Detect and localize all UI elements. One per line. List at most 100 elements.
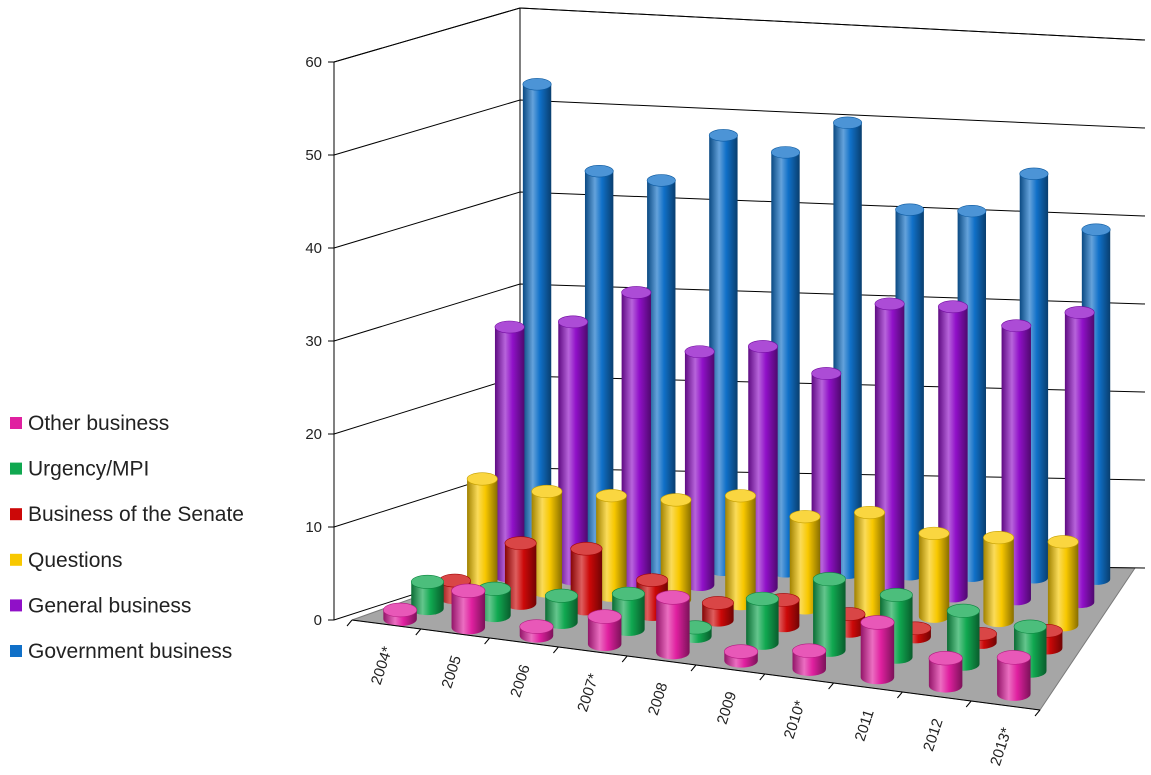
bar (745, 591, 779, 650)
bar-body (504, 543, 537, 610)
bar (854, 505, 886, 619)
bar-top (1047, 535, 1079, 549)
x-tick (690, 664, 697, 672)
bar (621, 286, 652, 589)
bar-body (558, 321, 588, 586)
legend-label: Business of the Senate (28, 503, 244, 526)
bar-body (467, 478, 498, 594)
bar (570, 541, 603, 616)
legend-label: General business (28, 594, 191, 617)
bar-top (770, 146, 800, 159)
legend-swatch (10, 553, 22, 566)
bar (410, 574, 445, 616)
bar-top (504, 536, 537, 550)
y-tick-label: 40 (305, 240, 322, 257)
bar-body (792, 650, 826, 676)
bar (770, 146, 800, 578)
bar-body (918, 533, 950, 623)
bar-body (725, 495, 756, 611)
bar-top (812, 572, 846, 587)
bar-top (792, 643, 827, 658)
bar (701, 596, 734, 627)
bar (584, 165, 614, 574)
bar-body (813, 579, 846, 657)
bar-top (879, 587, 913, 602)
bar (792, 643, 827, 676)
y-tick-label: 60 (305, 54, 322, 71)
gridline (333, 99, 1146, 156)
bar-top (684, 345, 715, 359)
bar-body (411, 581, 444, 616)
legend-swatch (10, 462, 22, 475)
bar-top (747, 340, 778, 353)
x-tick (897, 691, 903, 699)
bar-top (636, 573, 669, 587)
x-tick-label: 2007* (574, 671, 602, 714)
x-tick (553, 646, 559, 654)
bar-top (745, 591, 779, 606)
bar (937, 300, 968, 603)
bar-body (1047, 541, 1079, 632)
y-tick-label: 50 (305, 147, 322, 164)
gridline (333, 7, 1146, 63)
bar (655, 590, 690, 660)
bar (595, 489, 627, 602)
bar-body (621, 292, 652, 589)
bar-top (1019, 167, 1049, 180)
bar-top (655, 590, 690, 605)
x-tick (415, 628, 422, 636)
bar-body (997, 657, 1031, 701)
bar (557, 315, 588, 586)
legend-label: Questions (28, 549, 123, 572)
bar-top (1081, 223, 1111, 236)
bar-top (621, 286, 652, 299)
bar (684, 345, 715, 592)
bar-top (708, 129, 738, 142)
y-tick-label: 10 (305, 519, 322, 536)
bars (383, 78, 1111, 701)
bar-body (522, 84, 552, 572)
bar (383, 602, 418, 627)
x-tick (828, 682, 834, 690)
gridline (333, 191, 1146, 249)
bar (983, 531, 1015, 628)
bar-top (701, 596, 734, 610)
bar-top (522, 78, 552, 91)
bar-top (660, 493, 692, 507)
bar (504, 536, 537, 610)
bar (587, 609, 622, 651)
bar-top (854, 505, 886, 520)
bar-top (957, 205, 987, 218)
legend-label: Other business (28, 412, 169, 435)
legend-label: Urgency/MPI (28, 458, 149, 481)
bar-body (478, 588, 511, 623)
bar-top (451, 583, 486, 599)
bar-top (983, 531, 1015, 545)
bar (1064, 306, 1095, 609)
bar-top (789, 510, 821, 524)
bar-top (570, 541, 603, 556)
bar-top (724, 489, 756, 503)
x-tick (965, 700, 972, 708)
x-tick (621, 655, 628, 663)
bar-body (647, 180, 676, 575)
bar-body (531, 491, 563, 598)
x-tick-label: 2011 (852, 707, 878, 743)
bar-top (1064, 306, 1095, 319)
bar-top (410, 574, 445, 589)
bar-top (874, 297, 905, 311)
bar-top (860, 615, 895, 630)
bar-top (895, 203, 925, 216)
bar (660, 493, 692, 607)
bar-top (1013, 619, 1047, 634)
bar-body (771, 152, 800, 578)
bar-top (544, 588, 578, 603)
bar-body (983, 537, 1014, 628)
bar (646, 174, 676, 575)
bar-top (646, 174, 676, 187)
x-tick (484, 637, 490, 645)
x-tick-label: 2009 (714, 689, 740, 726)
bar (544, 588, 578, 630)
bar-top (383, 602, 418, 618)
